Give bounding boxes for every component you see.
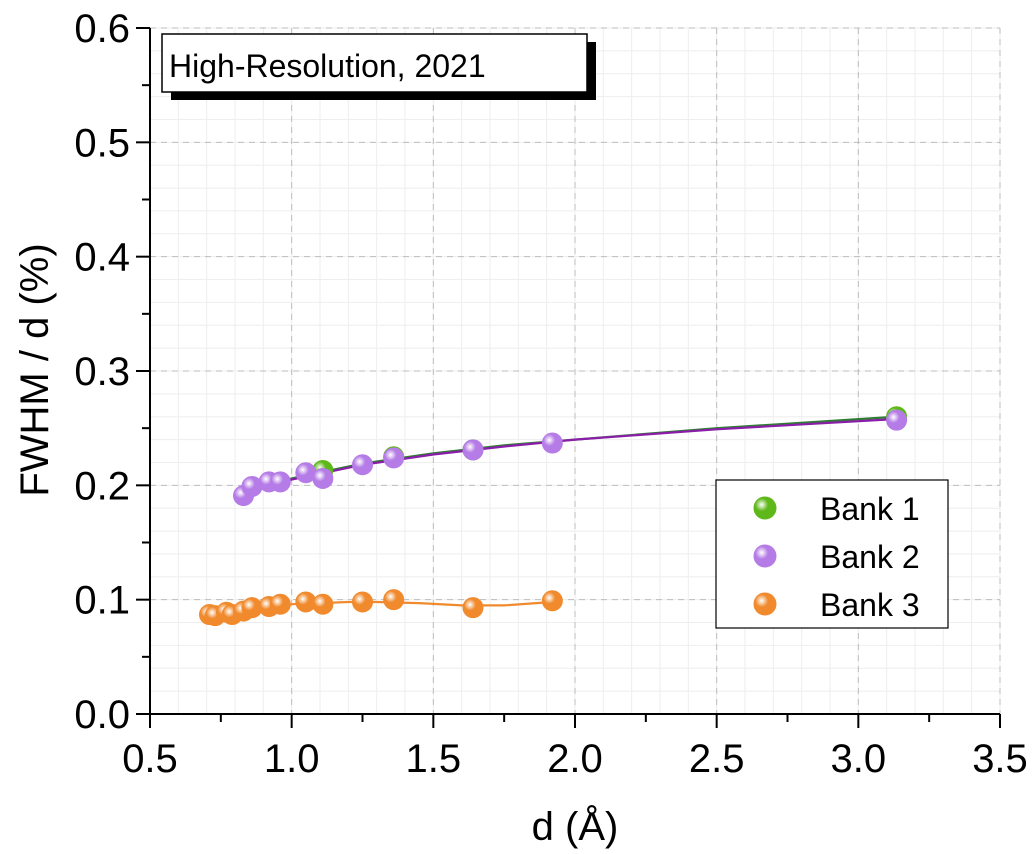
axis-labels: 0.5 1.0 1.5 2.0 2.5 3.0 3.5 0.0 0.1 0.2 0.3 0.4 0.5 0… bbox=[74, 7, 1027, 781]
legend-marker-2 bbox=[753, 544, 777, 568]
y-tick-label: 0.1 bbox=[74, 579, 130, 623]
data-point-bank-3 bbox=[383, 589, 405, 611]
x-tick-label: 2.0 bbox=[547, 737, 603, 781]
y-tick-label: 0.2 bbox=[74, 464, 130, 508]
data-point-bank-2 bbox=[462, 439, 484, 461]
data-point-bank-2 bbox=[541, 432, 563, 454]
y-axis-title: FWHM / d (%) bbox=[13, 243, 57, 496]
data-point-bank-3 bbox=[269, 593, 291, 615]
data-point-bank-2 bbox=[269, 471, 291, 493]
x-axis-title: d (Å) bbox=[532, 804, 619, 849]
legend-marker-3 bbox=[753, 592, 777, 616]
x-tick-label: 0.5 bbox=[122, 737, 178, 781]
data-point-bank-2 bbox=[886, 409, 908, 431]
x-tick-label: 1.0 bbox=[264, 737, 320, 781]
x-tick-label: 2.5 bbox=[689, 737, 745, 781]
data-point-bank-2 bbox=[383, 447, 405, 469]
y-tick-label: 0.3 bbox=[74, 350, 130, 394]
legend-label-3: Bank 3 bbox=[820, 587, 920, 623]
legend: Bank 1 Bank 2 Bank 3 bbox=[715, 479, 949, 629]
y-tick-label: 0.4 bbox=[74, 236, 130, 280]
legend-marker-1 bbox=[753, 496, 777, 520]
x-tick-label: 3.0 bbox=[831, 737, 887, 781]
legend-label-2: Bank 2 bbox=[820, 539, 920, 575]
data-point-bank-3 bbox=[541, 590, 563, 612]
x-tick-label: 3.5 bbox=[972, 737, 1028, 781]
x-tick-label: 1.5 bbox=[406, 737, 462, 781]
data-points bbox=[199, 406, 908, 627]
data-point-bank-2 bbox=[352, 454, 373, 476]
axes bbox=[136, 27, 1001, 728]
data-point-bank-3 bbox=[462, 597, 484, 619]
data-point-bank-3 bbox=[312, 593, 334, 615]
annotation-text: High-Resolution, 2021 bbox=[169, 48, 486, 84]
y-tick-label: 0.0 bbox=[74, 693, 130, 737]
data-point-bank-3 bbox=[352, 591, 373, 613]
annotation-box: High-Resolution, 2021 bbox=[161, 33, 596, 100]
legend-label-1: Bank 1 bbox=[820, 491, 920, 527]
y-tick-label: 0.5 bbox=[74, 121, 130, 165]
y-tick-label: 0.6 bbox=[74, 7, 130, 51]
data-point-bank-2 bbox=[312, 467, 334, 489]
